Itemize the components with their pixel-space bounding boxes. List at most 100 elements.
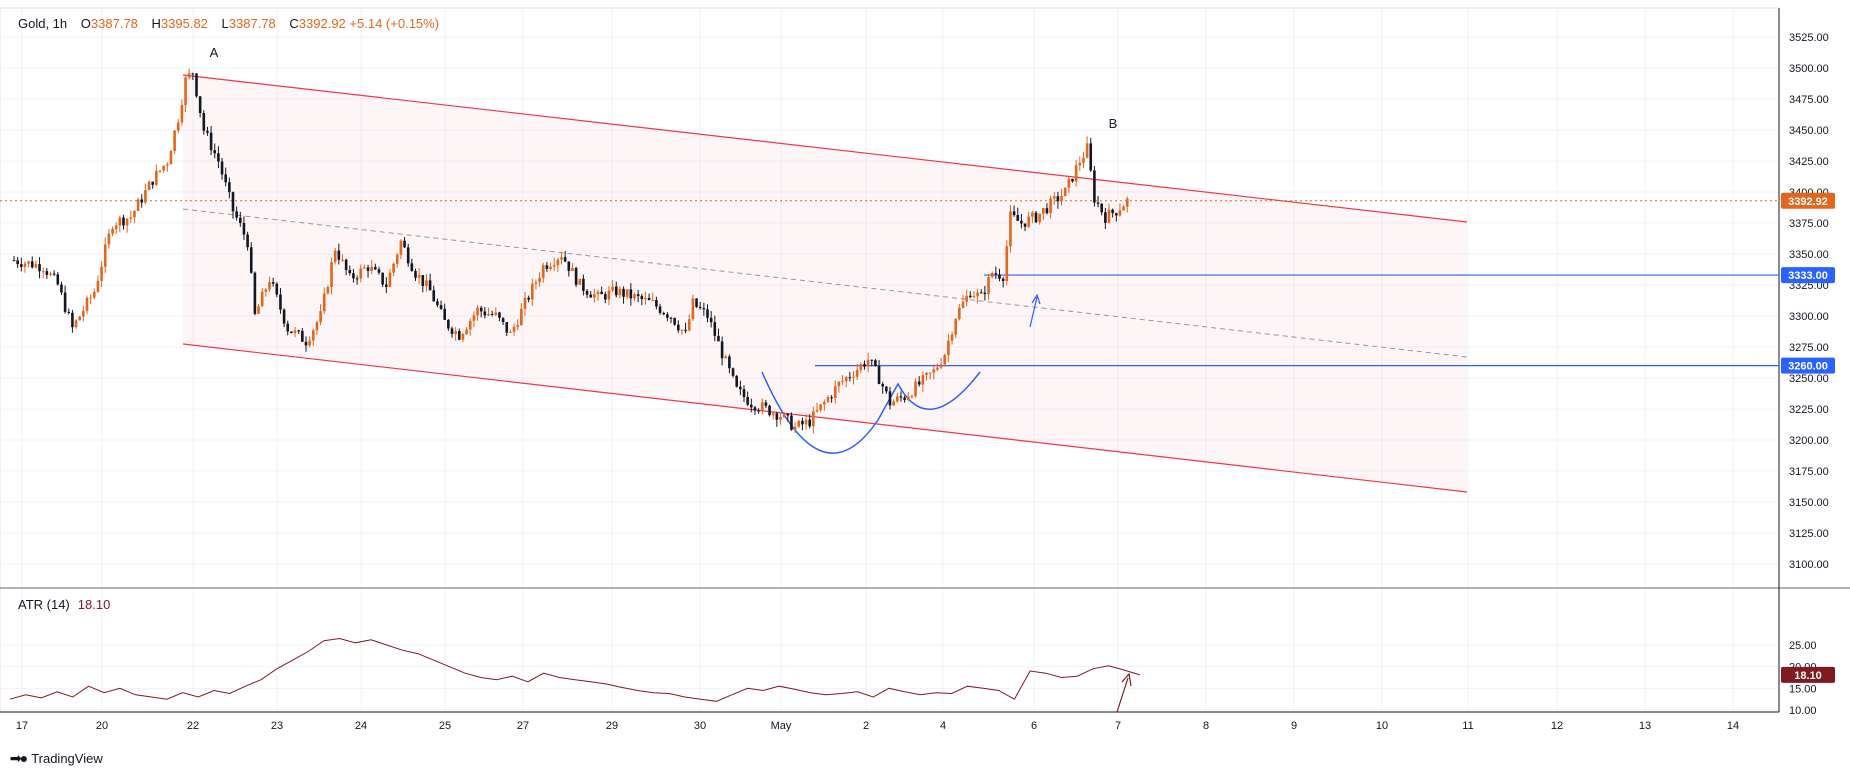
time-tick-label: 29: [606, 720, 618, 732]
candle-body: [914, 381, 917, 397]
candle-body: [527, 297, 530, 300]
annotation-label[interactable]: B: [1109, 116, 1118, 131]
horizontal-levels[interactable]: [815, 274, 1779, 367]
annotation-label[interactable]: A: [210, 45, 219, 60]
candle-body: [662, 312, 665, 315]
candle-body: [837, 381, 841, 387]
change-value: +5.14 (+0.15%): [349, 16, 440, 31]
candle-body: [560, 257, 563, 260]
time-tick-label: 2: [863, 720, 869, 732]
candle-body: [301, 330, 304, 342]
candle-body: [381, 272, 384, 285]
candle-body: [151, 181, 154, 185]
candle-body: [74, 320, 78, 328]
candle-body: [406, 247, 410, 264]
candle-body: [567, 261, 571, 271]
channel-drawing[interactable]: [182, 74, 1468, 713]
candle-body: [808, 419, 811, 427]
candle-body: [1071, 178, 1074, 182]
time-tick-label: 14: [1727, 720, 1739, 732]
candle-body: [979, 292, 983, 294]
candle-body: [275, 283, 279, 295]
time-tick-label: 23: [271, 720, 283, 732]
tradingview-brand[interactable]: ➟● TradingView: [10, 750, 103, 767]
candle-body: [34, 264, 38, 268]
candle-body: [483, 311, 487, 316]
candle-body: [184, 77, 187, 106]
level-badge: [1781, 267, 1835, 284]
candle-body: [187, 73, 191, 78]
candle-body: [209, 132, 213, 151]
atr-legend[interactable]: ATR (14) 18.10: [18, 597, 110, 612]
candle-body: [625, 289, 629, 297]
candle-body: [574, 268, 578, 285]
candle-body: [541, 265, 545, 278]
candle-body: [173, 130, 176, 152]
candle-body: [1060, 196, 1063, 202]
candle-body: [998, 274, 1001, 279]
breakout-arrow[interactable]: [1029, 296, 1038, 328]
candle-body: [936, 367, 939, 370]
candle-body: [720, 341, 724, 359]
candle-body: [932, 369, 936, 373]
candle-body: [202, 113, 206, 131]
candle-body: [844, 377, 848, 382]
atr-value-badge: [1781, 666, 1835, 683]
atr-name[interactable]: ATR (14): [18, 597, 70, 612]
candle-body: [582, 278, 585, 291]
tradingview-logo-icon: ➟●: [10, 750, 28, 766]
low-label: L: [221, 16, 229, 31]
candle-body: [1082, 157, 1085, 163]
candle-body: [363, 267, 366, 269]
candle-body: [885, 386, 888, 392]
channel-lower-line[interactable]: [182, 343, 1468, 493]
candle-body: [242, 222, 246, 235]
close-value: 3392.92: [298, 16, 346, 31]
candle-body: [673, 317, 676, 325]
candle-body: [793, 426, 797, 430]
time-tick-label: 6: [1031, 720, 1037, 732]
price-tick-label: 3200.00: [1789, 435, 1829, 447]
candle-body: [399, 240, 403, 255]
candle-body: [195, 73, 198, 97]
candle-body: [129, 217, 133, 219]
candle-body: [1118, 210, 1122, 216]
candle-body: [881, 384, 884, 387]
symbol-name[interactable]: Gold, 1h: [18, 16, 68, 31]
time-tick-label: 20: [96, 720, 108, 732]
candle-body: [505, 322, 509, 333]
candle-body: [260, 291, 264, 307]
candle-body: [622, 288, 625, 297]
candle-body: [1074, 165, 1078, 182]
candle-body: [651, 300, 655, 302]
candle-body: [45, 271, 49, 275]
candle-body: [231, 192, 235, 212]
candle-body: [224, 174, 227, 183]
candle-body: [41, 271, 45, 273]
candle-body: [633, 294, 636, 299]
candle-body: [333, 250, 337, 263]
time-tick-label: 11: [1462, 720, 1473, 732]
atr-tick-label: 15.00: [1789, 683, 1817, 695]
symbol-legend[interactable]: Gold, 1h O3387.78 H3395.82 L3387.78 C339…: [18, 16, 439, 31]
candle-body: [348, 269, 352, 274]
price-axis[interactable]: 3100.00 3125.00 3150.00 3175.00 3200.00 3225.…: [1789, 32, 1829, 571]
candle-body: [410, 263, 414, 272]
time-tick-label: 10: [1376, 720, 1388, 732]
atr-arrow[interactable]: [1116, 677, 1129, 713]
candle-body: [147, 181, 151, 191]
price-tick-label: 3100.00: [1789, 559, 1829, 571]
candle-body: [804, 419, 808, 425]
candle-body: [523, 297, 527, 309]
candlestick-series: [12, 68, 1129, 434]
time-axis[interactable]: 17 20 22 23 24 25 27 29 30 May 2 4 6 7 8 9 10 11 12 13 14: [16, 720, 1739, 732]
candle-body: [1056, 196, 1060, 202]
candle-body: [136, 199, 140, 211]
candle-body: [812, 411, 815, 427]
channel-upper-line[interactable]: [182, 74, 1468, 223]
time-tick-label: May: [771, 720, 792, 732]
grid: [0, 8, 1779, 712]
candle-body: [1111, 209, 1114, 214]
